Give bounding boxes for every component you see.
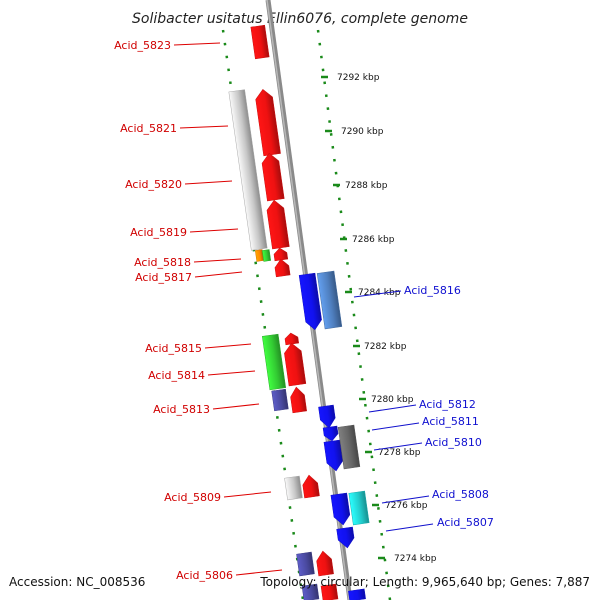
gene-acid-5816-b[interactable] bbox=[316, 270, 343, 330]
svg-text:Acid_5806[interactable]: Acid_5806 bbox=[176, 569, 233, 582]
scale-tick: 7276 kbp bbox=[372, 501, 428, 511]
gene-label-acid-5810[interactable]: Acid_5810 bbox=[373, 436, 482, 451]
gene-acid-5815[interactable] bbox=[261, 333, 287, 391]
gene-label-acid-5819[interactable]: Acid_5819 bbox=[130, 226, 239, 239]
scale-label: 7276 kbp bbox=[385, 501, 428, 511]
gene-acid-5821[interactable] bbox=[254, 88, 281, 157]
gene-label-acid-5821[interactable]: Acid_5821 bbox=[120, 122, 229, 135]
gene-bottom-blue[interactable] bbox=[348, 588, 366, 600]
gene-acid-5812[interactable] bbox=[318, 404, 337, 429]
scale-label: 7274 kbp bbox=[394, 554, 437, 564]
gene-label-acid-5812[interactable]: Acid_5812 bbox=[368, 398, 476, 413]
svg-text:Acid_5823[interactable]: Acid_5823 bbox=[114, 39, 171, 52]
svg-text:Acid_5808[interactable]: Acid_5808 bbox=[432, 488, 489, 501]
genome-summary-text: Topology: circular; Length: 9,965,640 bp… bbox=[260, 575, 590, 589]
map-title: Solibacter usitatus Ellin6076, complete … bbox=[132, 11, 468, 27]
scale-label: 7278 kbp bbox=[378, 448, 421, 458]
svg-text:Acid_5820[interactable]: Acid_5820 bbox=[125, 178, 182, 191]
gene-acid-5823[interactable] bbox=[250, 24, 270, 60]
scale-tick: 7284 kbp bbox=[345, 288, 401, 298]
gene-label-acid-5809[interactable]: Acid_5809 bbox=[164, 491, 272, 504]
gene-label-acid-5816[interactable]: Acid_5816 bbox=[353, 284, 461, 298]
gene-label-acid-5806[interactable]: Acid_5806 bbox=[176, 569, 283, 582]
scale-label: 7288 kbp bbox=[345, 181, 388, 191]
gene-acid-5806-arrow[interactable] bbox=[315, 550, 334, 577]
svg-text:Acid_5813[interactable]: Acid_5813 bbox=[153, 403, 210, 416]
gene-acid-5806[interactable] bbox=[296, 551, 315, 577]
gene-label-acid-5823[interactable]: Acid_5823 bbox=[114, 39, 221, 52]
gene-acid-5814[interactable] bbox=[283, 342, 307, 387]
gene-acid-5820[interactable] bbox=[261, 152, 285, 202]
scale-label: 7286 kbp bbox=[352, 235, 395, 245]
gene-acid-5813[interactable] bbox=[271, 388, 289, 412]
scale-label: 7282 kbp bbox=[364, 342, 407, 352]
svg-text:Acid_5818[interactable]: Acid_5818 bbox=[134, 256, 191, 269]
gene-label-acid-5808[interactable]: Acid_5808 bbox=[381, 488, 489, 504]
svg-text:Acid_5814[interactable]: Acid_5814 bbox=[148, 369, 205, 382]
gene-label-acid-5813[interactable]: Acid_5813 bbox=[153, 403, 260, 416]
svg-text:Acid_5817[interactable]: Acid_5817 bbox=[135, 271, 192, 284]
gene-label-acid-5811[interactable]: Acid_5811 bbox=[371, 415, 479, 431]
scale-tick: 7286 kbp bbox=[340, 235, 395, 245]
svg-text:Acid_5809[interactable]: Acid_5809 bbox=[164, 491, 221, 504]
scale-label: 7280 kbp bbox=[371, 395, 414, 405]
gene-acid-5808-cyan[interactable] bbox=[348, 490, 370, 526]
gene-label-acid-5807[interactable]: Acid_5807 bbox=[385, 516, 494, 532]
svg-text:Acid_5816[interactable]: Acid_5816 bbox=[404, 284, 461, 297]
gene-layer bbox=[228, 24, 370, 600]
gene-label-acid-5818[interactable]: Acid_5818 bbox=[134, 256, 242, 269]
gene-acid-5822-partial[interactable] bbox=[228, 89, 268, 251]
scale-tick: 7280 kbp bbox=[359, 395, 414, 405]
gene-label-acid-5815[interactable]: Acid_5815 bbox=[145, 342, 252, 355]
gene-acid-5815-arrow[interactable] bbox=[284, 332, 299, 346]
scale-label: 7292 kbp bbox=[337, 73, 380, 83]
gene-acid-5809[interactable] bbox=[284, 475, 303, 501]
scale-tick: 7274 kbp bbox=[378, 554, 437, 564]
gene-acid-5811[interactable] bbox=[322, 425, 339, 442]
scale-tick: 7278 kbp bbox=[365, 448, 421, 458]
svg-text:Acid_5807[interactable]: Acid_5807 bbox=[437, 516, 494, 529]
svg-text:Acid_5812[interactable]: Acid_5812 bbox=[419, 398, 476, 411]
scale-tick: 7290 kbp bbox=[325, 127, 384, 137]
svg-text:Acid_5811[interactable]: Acid_5811 bbox=[422, 415, 479, 428]
scale-label: 7284 kbp bbox=[358, 288, 401, 298]
gene-acid-5818-green[interactable] bbox=[261, 249, 272, 262]
gene-label-acid-5814[interactable]: Acid_5814 bbox=[148, 369, 256, 382]
inner-boundary-line bbox=[221, 29, 305, 600]
gene-acid-5813-arrow[interactable] bbox=[289, 386, 307, 414]
gene-bottom-red[interactable] bbox=[320, 583, 339, 600]
accession-text: Accession: NC_008536 bbox=[9, 575, 146, 589]
svg-text:Acid_5819[interactable]: Acid_5819 bbox=[130, 226, 187, 239]
gene-bottom-navy[interactable] bbox=[301, 583, 320, 600]
gene-acid-5808[interactable] bbox=[330, 492, 351, 526]
scale-tick: 7282 kbp bbox=[353, 342, 407, 352]
svg-text:Acid_5810[interactable]: Acid_5810 bbox=[425, 436, 482, 449]
outer-boundary-line bbox=[316, 29, 392, 600]
gene-acid-5816[interactable] bbox=[298, 272, 323, 331]
gene-label-acid-5817[interactable]: Acid_5817 bbox=[135, 271, 243, 284]
svg-text:Acid_5821[interactable]: Acid_5821 bbox=[120, 122, 177, 135]
gene-label-acid-5820[interactable]: Acid_5820 bbox=[125, 178, 233, 191]
gene-acid-5807[interactable] bbox=[336, 526, 356, 549]
scale-label: 7290 kbp bbox=[341, 127, 384, 137]
gene-acid-5819[interactable] bbox=[266, 199, 290, 250]
scale-tick: 7288 kbp bbox=[333, 181, 388, 191]
gene-acid-5809-arrow[interactable] bbox=[302, 474, 320, 499]
gene-acid-5818[interactable] bbox=[273, 247, 289, 262]
gene-acid-5810[interactable] bbox=[323, 439, 344, 472]
gene-acid-5817[interactable] bbox=[274, 258, 291, 278]
scale-tick: 7292 kbp bbox=[321, 73, 380, 83]
svg-text:Acid_5815[interactable]: Acid_5815 bbox=[145, 342, 202, 355]
gene-acid-5810-gray[interactable] bbox=[337, 424, 361, 470]
